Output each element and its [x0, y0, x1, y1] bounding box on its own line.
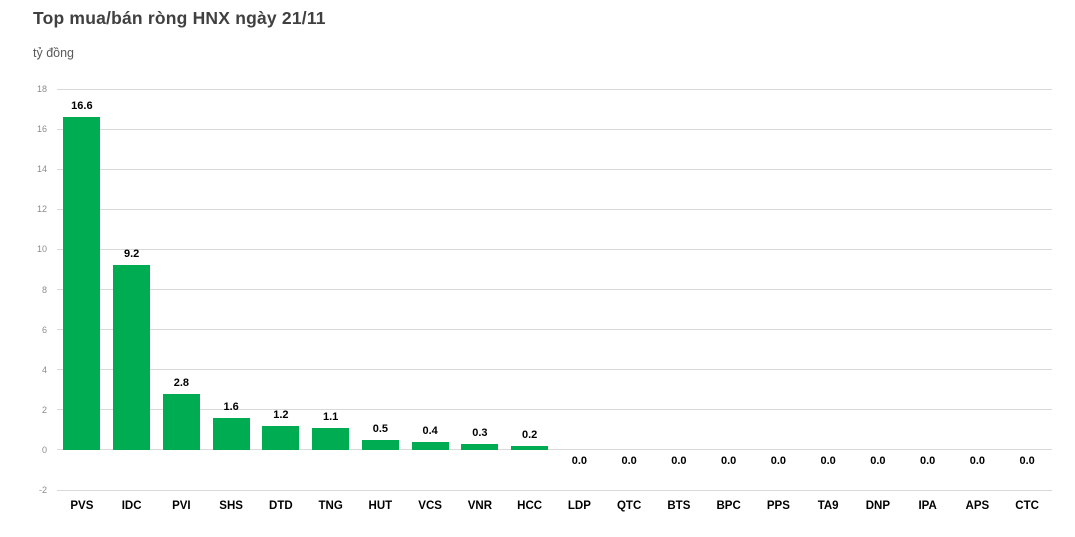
x-axis-label-ldp: LDP: [567, 500, 591, 512]
bar-pvs: [63, 117, 101, 450]
x-axis-label-shs: SHS: [219, 500, 243, 512]
gridline: [57, 289, 1052, 290]
x-axis-label-bpc: BPC: [716, 500, 741, 512]
x-axis-label-dtd: DTD: [269, 500, 293, 512]
x-axis-label-hcc: HCC: [517, 500, 543, 512]
gridline: [57, 248, 1052, 250]
chart-unit-label: tỷ đồng: [33, 46, 75, 60]
bar-value-label: 0.0: [1019, 454, 1035, 467]
bar-vcs: [411, 441, 449, 450]
y-axis-tick-label: 0: [41, 444, 47, 455]
bar-value-label: 2.8: [173, 376, 190, 389]
y-axis-tick-label: 10: [36, 244, 47, 255]
bar-shs: [212, 417, 250, 450]
bar-value-label: 0.4: [422, 424, 438, 437]
bar-tng: [312, 427, 350, 450]
gridline: [57, 489, 1052, 491]
bar-value-label: 1.1: [322, 410, 339, 423]
bar-vnr: [461, 443, 499, 450]
bar-value-label: 0.0: [720, 454, 737, 467]
bar-value-label: 0.0: [671, 454, 687, 467]
bar-value-label: 1.2: [273, 408, 289, 421]
x-axis-label-aps: APS: [965, 500, 990, 512]
y-axis-tick-label: 18: [36, 84, 47, 94]
x-axis-label-tng: TNG: [318, 500, 343, 512]
y-axis-tick-label: 8: [41, 284, 47, 295]
bar-hcc: [511, 445, 549, 450]
x-axis-label-vnr: VNR: [467, 500, 493, 512]
gridline: [57, 409, 1052, 411]
y-axis-tick-label: 14: [36, 164, 47, 175]
bar-value-label: 0.0: [870, 454, 886, 467]
x-axis-label-pvs: PVS: [70, 500, 94, 512]
bar-value-label: 0.0: [919, 454, 936, 467]
bar-idc: [113, 265, 151, 450]
x-axis-label-ipa: IPA: [918, 500, 937, 512]
gridline: [57, 88, 1052, 90]
x-axis-label-idc: IDC: [121, 500, 142, 512]
bar-value-label: 0.0: [571, 454, 588, 467]
bar-value-label: 0.5: [372, 422, 389, 435]
gridline: [57, 329, 1052, 331]
gridline: [57, 208, 1052, 210]
gridline: [57, 369, 1052, 371]
y-axis-tick-label: -2: [38, 485, 47, 495]
gridline: [57, 168, 1052, 170]
bar-value-label: 9.2: [123, 248, 140, 261]
x-axis-label-dnp: DNP: [865, 500, 891, 512]
bar-value-label: 0.3: [472, 426, 488, 439]
y-axis-tick-label: 6: [41, 324, 47, 335]
bar-value-label: 0.0: [770, 454, 787, 467]
y-axis-tick-label: 2: [41, 404, 47, 415]
y-axis-tick-label: 12: [36, 204, 47, 215]
bar-value-label: 16.6: [71, 100, 93, 113]
y-axis-tick-label: 4: [41, 364, 47, 375]
x-axis-label-ta9: TA9: [817, 500, 839, 512]
x-axis-label-ctc: CTC: [1015, 500, 1039, 512]
chart-title: Top mua/bán ròng HNX ngày 21/11: [33, 8, 326, 28]
x-axis-label-qtc: QTC: [616, 500, 642, 512]
bar-pvi: [162, 393, 200, 450]
gridline: [57, 449, 1052, 451]
y-axis-tick-label: 16: [36, 124, 47, 135]
gridline: [57, 128, 1052, 130]
x-axis-label-bts: BTS: [667, 500, 691, 512]
bar-value-label: 0.0: [621, 454, 637, 467]
bar-value-label: 0.0: [820, 454, 836, 467]
bar-dtd: [262, 425, 300, 450]
bar-hut: [361, 439, 399, 450]
x-axis-label-hut: HUT: [368, 500, 393, 512]
x-axis-label-vcs: VCS: [418, 500, 442, 512]
x-axis-label-pps: PPS: [766, 500, 790, 512]
x-axis-label-pvi: PVI: [172, 500, 191, 512]
bar-value-label: 0.0: [969, 454, 986, 467]
bar-value-label: 0.2: [521, 428, 538, 441]
bar-value-label: 1.6: [223, 400, 239, 413]
